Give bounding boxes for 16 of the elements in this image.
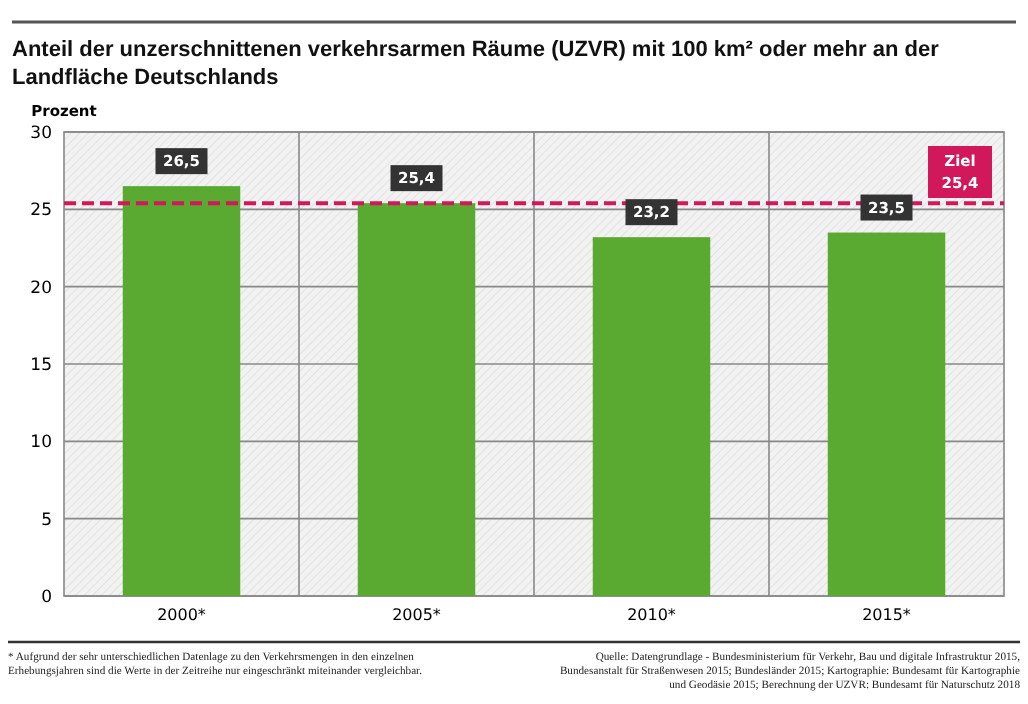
y-tick-label: 25 xyxy=(30,201,52,222)
y-tick-label: 30 xyxy=(30,123,52,144)
x-tick-label: 2005* xyxy=(392,606,441,624)
x-tick-label: 2010* xyxy=(627,606,676,624)
y-tick-label: 0 xyxy=(41,587,52,608)
bar xyxy=(357,203,476,596)
x-tick-label: 2015* xyxy=(862,606,911,624)
x-tick-label: 2000* xyxy=(157,606,206,624)
bar xyxy=(592,237,711,596)
bar xyxy=(827,232,946,596)
bar xyxy=(122,186,241,596)
y-tick-label: 10 xyxy=(30,433,52,454)
y-tick-label: 5 xyxy=(41,510,52,531)
chart-title: Anteil der unzerschnittenen verkehrsarmen Räume (UZVR) mit 100 km² oder mehr an der Landfläche Deutschlands xyxy=(12,38,941,90)
y-tick-label: 20 xyxy=(30,278,52,299)
y-tick-label: 15 xyxy=(30,355,52,376)
